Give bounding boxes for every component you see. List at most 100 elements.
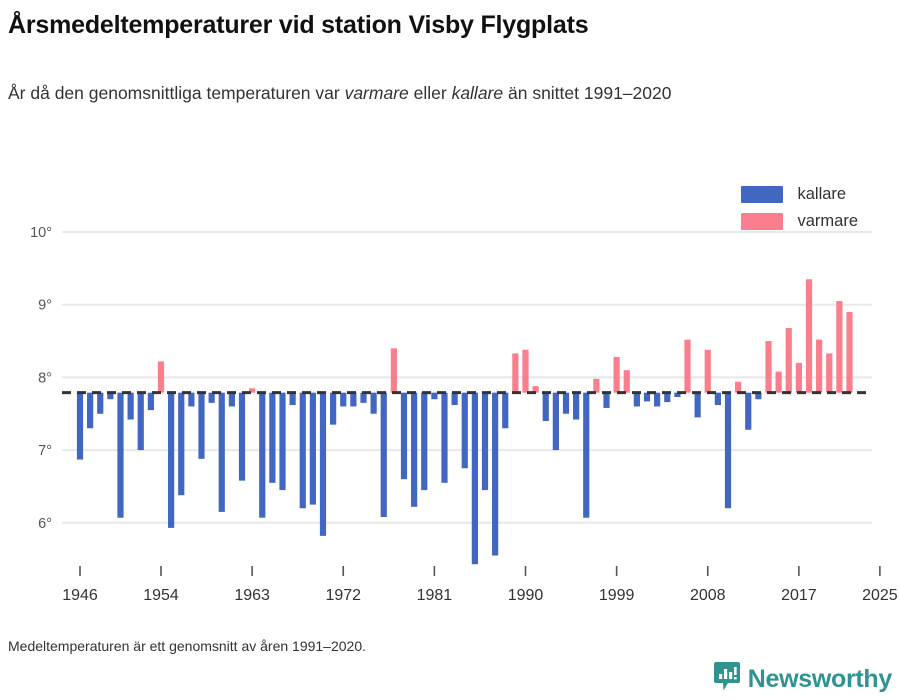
x-axis-tick-label: 1990	[508, 587, 544, 604]
chart-bar[interactable]	[846, 311, 853, 393]
chart-bar[interactable]	[573, 392, 580, 420]
chart-bar[interactable]	[208, 392, 215, 403]
chart-bar[interactable]	[684, 339, 691, 393]
chart-bar[interactable]	[249, 388, 256, 393]
chart-bar[interactable]	[269, 392, 276, 483]
chart-bar[interactable]	[461, 392, 468, 469]
x-axis-tick-label: 2025	[862, 587, 898, 604]
legend-item-varmare[interactable]: varmare	[741, 212, 858, 231]
chart-bar[interactable]	[542, 392, 549, 422]
chart-bar[interactable]	[451, 392, 458, 406]
chart-bar[interactable]	[168, 392, 175, 528]
chart-bar[interactable]	[562, 392, 570, 414]
subtitle-text-1: År då den genomsnittliga temperaturen va…	[8, 83, 345, 103]
chart-bar[interactable]	[279, 392, 286, 491]
chart-bar[interactable]	[714, 392, 721, 406]
chart-bar[interactable]	[836, 301, 843, 393]
chart-bar[interactable]	[704, 349, 711, 393]
x-axis-tick-label: 1954	[143, 587, 179, 604]
chart-bar[interactable]	[643, 392, 651, 402]
chart-bar[interactable]	[633, 392, 640, 407]
chart-bar[interactable]	[157, 361, 165, 393]
y-axis-tick-label: 9°	[38, 298, 52, 314]
x-axis-tick-label: 2008	[690, 587, 726, 604]
chart-bar[interactable]	[816, 339, 823, 393]
chart-bar[interactable]	[107, 392, 114, 400]
chart-bar[interactable]	[76, 392, 84, 460]
chart-bar[interactable]	[289, 392, 296, 406]
chart-x-axis-ticks	[79, 566, 881, 576]
chart-bar[interactable]	[390, 348, 397, 393]
bar-chart-bubble-icon	[713, 662, 740, 697]
chart-bar[interactable]	[674, 392, 681, 398]
chart-bar[interactable]	[400, 392, 408, 480]
brand-logo[interactable]: Newsworthy	[713, 662, 892, 697]
chart-bar[interactable]	[522, 349, 529, 393]
legend-label-varmare: varmare	[797, 212, 858, 230]
chart-bar[interactable]	[87, 392, 94, 429]
chart-bar[interactable]	[309, 392, 316, 505]
chart-bar[interactable]	[552, 392, 559, 451]
legend-item-kallare[interactable]: kallare	[741, 185, 858, 204]
chart-bar[interactable]	[826, 353, 833, 393]
chart-bar[interactable]	[481, 392, 489, 491]
chart-bar[interactable]	[623, 370, 630, 393]
chart-bar[interactable]	[188, 392, 195, 407]
chart-bar[interactable]	[330, 392, 337, 425]
chart-bar[interactable]	[593, 378, 600, 393]
chart-bar[interactable]	[512, 353, 519, 393]
chart-bar[interactable]	[117, 392, 124, 518]
chart-bar[interactable]	[431, 392, 438, 400]
chart-bar[interactable]	[664, 392, 671, 403]
chart-bar[interactable]	[765, 341, 772, 393]
chart-bar[interactable]	[805, 279, 813, 393]
chart-bar[interactable]	[97, 392, 104, 414]
chart-bar[interactable]	[471, 392, 478, 565]
chart-bar[interactable]	[775, 371, 782, 393]
chart-legend: kallare varmare	[741, 185, 858, 231]
chart-bar[interactable]	[694, 392, 701, 418]
x-axis-tick-label: 1963	[234, 587, 270, 604]
chart-bar[interactable]	[259, 392, 266, 518]
chart-gridlines	[62, 231, 872, 524]
chart-bar[interactable]	[785, 327, 792, 393]
page-title: Årsmedeltemperaturer vid station Visby F…	[8, 11, 589, 39]
legend-label-kallare: kallare	[797, 185, 847, 203]
chart-bar[interactable]	[350, 392, 357, 407]
chart-bar[interactable]	[492, 392, 499, 556]
chart-bar[interactable]	[238, 392, 246, 481]
x-axis-tick-label: 1999	[599, 587, 635, 604]
chart-bar[interactable]	[380, 392, 387, 517]
chart-bar[interactable]	[583, 392, 590, 518]
chart-bar[interactable]	[603, 392, 610, 408]
chart-bar[interactable]	[360, 392, 367, 403]
chart-bar[interactable]	[178, 392, 185, 496]
chart-bar[interactable]	[421, 392, 428, 491]
chart-bar[interactable]	[795, 362, 802, 393]
chart-bar[interactable]	[137, 392, 144, 451]
chart-bar[interactable]	[502, 392, 509, 429]
chart-footnote: Medeltemperaturen är ett genomsnitt av å…	[8, 638, 367, 654]
chart-bar[interactable]	[147, 392, 154, 411]
chart-bar[interactable]	[411, 392, 418, 507]
subtitle-text-3: än snittet 1991–2020	[503, 83, 672, 103]
chart-bar[interactable]	[319, 392, 327, 536]
chart-bar[interactable]	[745, 392, 752, 430]
chart-bar[interactable]	[724, 392, 732, 509]
chart-bar[interactable]	[228, 392, 235, 407]
chart-bar[interactable]	[340, 392, 347, 407]
chart-x-axis-labels: 1946 1954 1963 1972 1981 1990 1999 2008 2017 2025	[62, 587, 898, 604]
chart-bar[interactable]	[613, 357, 620, 393]
chart-bar[interactable]	[654, 392, 661, 407]
chart-bar[interactable]	[735, 381, 742, 393]
chart-bar[interactable]	[370, 392, 377, 414]
chart-bar[interactable]	[198, 392, 205, 459]
subtitle-emphasis-varmare: varmare	[344, 83, 409, 103]
chart-bar[interactable]	[218, 392, 225, 512]
chart-bar[interactable]	[441, 392, 448, 483]
chart-bar[interactable]	[299, 392, 306, 509]
chart-bar[interactable]	[755, 392, 762, 400]
x-axis-tick-label: 1981	[417, 587, 453, 604]
chart-bar[interactable]	[532, 386, 539, 393]
chart-bar[interactable]	[127, 392, 134, 420]
